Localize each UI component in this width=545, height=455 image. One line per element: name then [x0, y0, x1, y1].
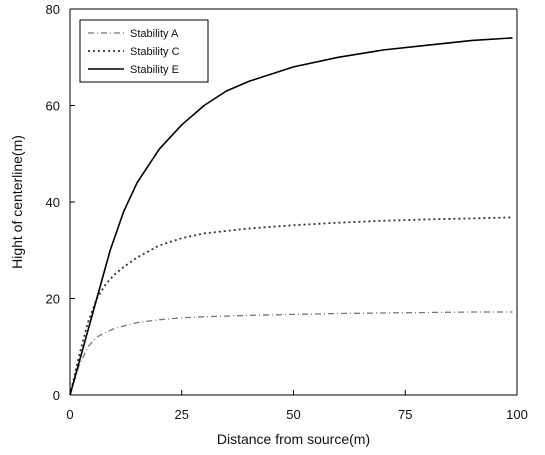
x-ticks: 0 25 50 75 100: [66, 390, 528, 422]
legend-items: Stability A Stability C Stability E: [88, 28, 180, 76]
x-tick-label-2: 50: [286, 407, 300, 422]
y-tick-label-1: 20: [46, 292, 60, 307]
x-tick-label-4: 100: [506, 407, 528, 422]
series-line-stability-c: [69, 216, 513, 396]
legend-label-0: Stability A: [130, 28, 179, 40]
series-layer: [69, 37, 513, 396]
y-ticks: 0 20 40 60 80: [46, 2, 75, 403]
y-tick-label-4: 80: [46, 2, 60, 17]
y-tick-label-2: 40: [46, 195, 60, 210]
y-axis-title: Hight of centerline(m): [9, 135, 25, 269]
legend: Stability A Stability C Stability E: [79, 19, 209, 83]
legend-label-1: Stability C: [130, 46, 180, 58]
legend-label-2: Stability E: [130, 64, 179, 76]
x-tick-label-1: 25: [175, 407, 189, 422]
series-line-stability-a: [69, 311, 513, 396]
series-line-stability-e: [69, 37, 513, 396]
x-tick-label-3: 75: [398, 407, 412, 422]
x-axis-title: Distance from source(m): [217, 431, 370, 447]
x-tick-label-0: 0: [66, 407, 73, 422]
y-tick-label-3: 60: [46, 99, 60, 114]
plot-area: 0 25 50 75 100 0 20 40 60 80: [46, 2, 528, 422]
y-tick-label-0: 0: [53, 388, 60, 403]
legend-box: [79, 19, 209, 83]
